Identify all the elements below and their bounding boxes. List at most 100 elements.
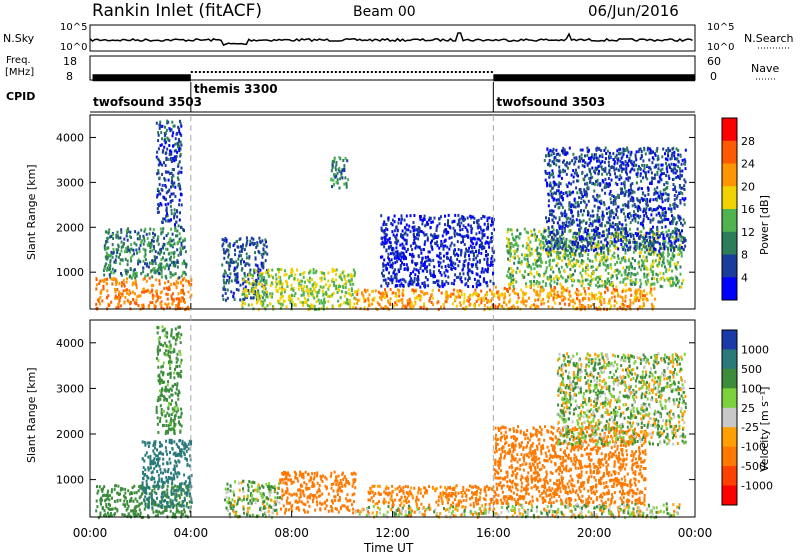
power-cell [515, 280, 518, 284]
power-cell [633, 168, 636, 172]
power-cell [665, 161, 667, 165]
power-cell [665, 217, 668, 221]
power-cell [183, 301, 186, 304]
power-cell [221, 294, 224, 298]
power-cell [384, 305, 387, 309]
power-cell [471, 293, 474, 297]
power-cell [568, 259, 571, 263]
power-cell [174, 185, 177, 189]
power-cell [180, 296, 183, 300]
power-cell [580, 209, 583, 212]
power-cell [628, 304, 631, 308]
power-cell [107, 294, 110, 298]
power-cell [447, 219, 450, 223]
power-cell [402, 253, 405, 257]
power-cell [118, 299, 121, 303]
power-cell [392, 251, 394, 255]
power-cell [171, 273, 174, 277]
power-cell [302, 304, 305, 307]
power-cell [660, 178, 663, 182]
power-cell [681, 229, 683, 233]
power-cell [167, 288, 170, 292]
power-cell [616, 276, 619, 280]
power-cell [181, 306, 184, 310]
power-cell [610, 296, 613, 300]
power-cell [127, 227, 129, 231]
power-cell [350, 294, 353, 298]
power-cell [160, 265, 162, 269]
power-cell [654, 250, 657, 254]
power-cell [579, 245, 582, 249]
power-cell [187, 279, 190, 283]
power-cell [680, 186, 683, 190]
power-cell [251, 282, 254, 286]
power-cell [256, 279, 259, 283]
power-cell [591, 214, 594, 218]
power-cell [454, 295, 457, 299]
power-cell [467, 223, 470, 227]
power-cell [606, 288, 609, 292]
power-cell [649, 167, 652, 171]
power-cell [311, 278, 313, 282]
power-cell [655, 236, 658, 240]
power-cell [424, 292, 427, 295]
power-cell [576, 245, 579, 249]
power-cell [628, 216, 631, 220]
power-cell [422, 264, 425, 268]
power-cell [291, 270, 294, 274]
power-cell [642, 226, 645, 230]
power-cell [673, 188, 676, 192]
power-cell [450, 267, 453, 271]
power-cell [511, 271, 514, 275]
power-cell [534, 298, 537, 302]
power-cell [410, 301, 413, 305]
power-cell [680, 162, 683, 166]
power-cell [584, 205, 587, 209]
power-cell [601, 279, 603, 283]
power-cell [382, 223, 385, 227]
power-cell [150, 261, 153, 265]
power-cell [164, 134, 166, 137]
cpid-segment-label-2: twofsound 3503 [496, 95, 605, 109]
power-cell [176, 259, 179, 263]
power-cell [682, 279, 685, 282]
power-cell [591, 209, 594, 213]
power-cell [558, 165, 561, 169]
power-cell [101, 279, 104, 283]
power-cell [619, 174, 622, 178]
power-cell [570, 249, 573, 253]
power-cell [563, 214, 566, 218]
power-cell [563, 270, 566, 273]
power-cell [666, 170, 669, 174]
power-cell [655, 232, 658, 236]
power-cell [668, 176, 671, 180]
power-cell [662, 272, 665, 276]
power-cell [596, 281, 599, 284]
power-cell [680, 251, 683, 254]
power-cell [418, 245, 421, 249]
power-cell [593, 231, 596, 235]
power-cell [154, 250, 157, 254]
power-cell [151, 293, 154, 297]
power-cell [224, 236, 227, 240]
power-cell [262, 278, 264, 282]
power-cell [587, 296, 590, 300]
power-cell [188, 283, 191, 287]
power-cell [638, 237, 641, 241]
power-cell [663, 247, 666, 251]
power-cell [260, 261, 263, 265]
power-cell [480, 299, 483, 303]
power-cell [152, 284, 155, 287]
power-cell [106, 236, 109, 240]
power-cell [536, 272, 539, 276]
power-cell [572, 190, 575, 194]
power-cell [550, 242, 553, 246]
power-cell [382, 291, 384, 295]
power-cell [380, 293, 383, 297]
power-cell [638, 147, 641, 151]
power-cell [590, 278, 593, 282]
power-cell [261, 296, 264, 300]
power-cell [183, 259, 186, 263]
power-cell [104, 255, 107, 259]
power-cell [604, 281, 607, 285]
